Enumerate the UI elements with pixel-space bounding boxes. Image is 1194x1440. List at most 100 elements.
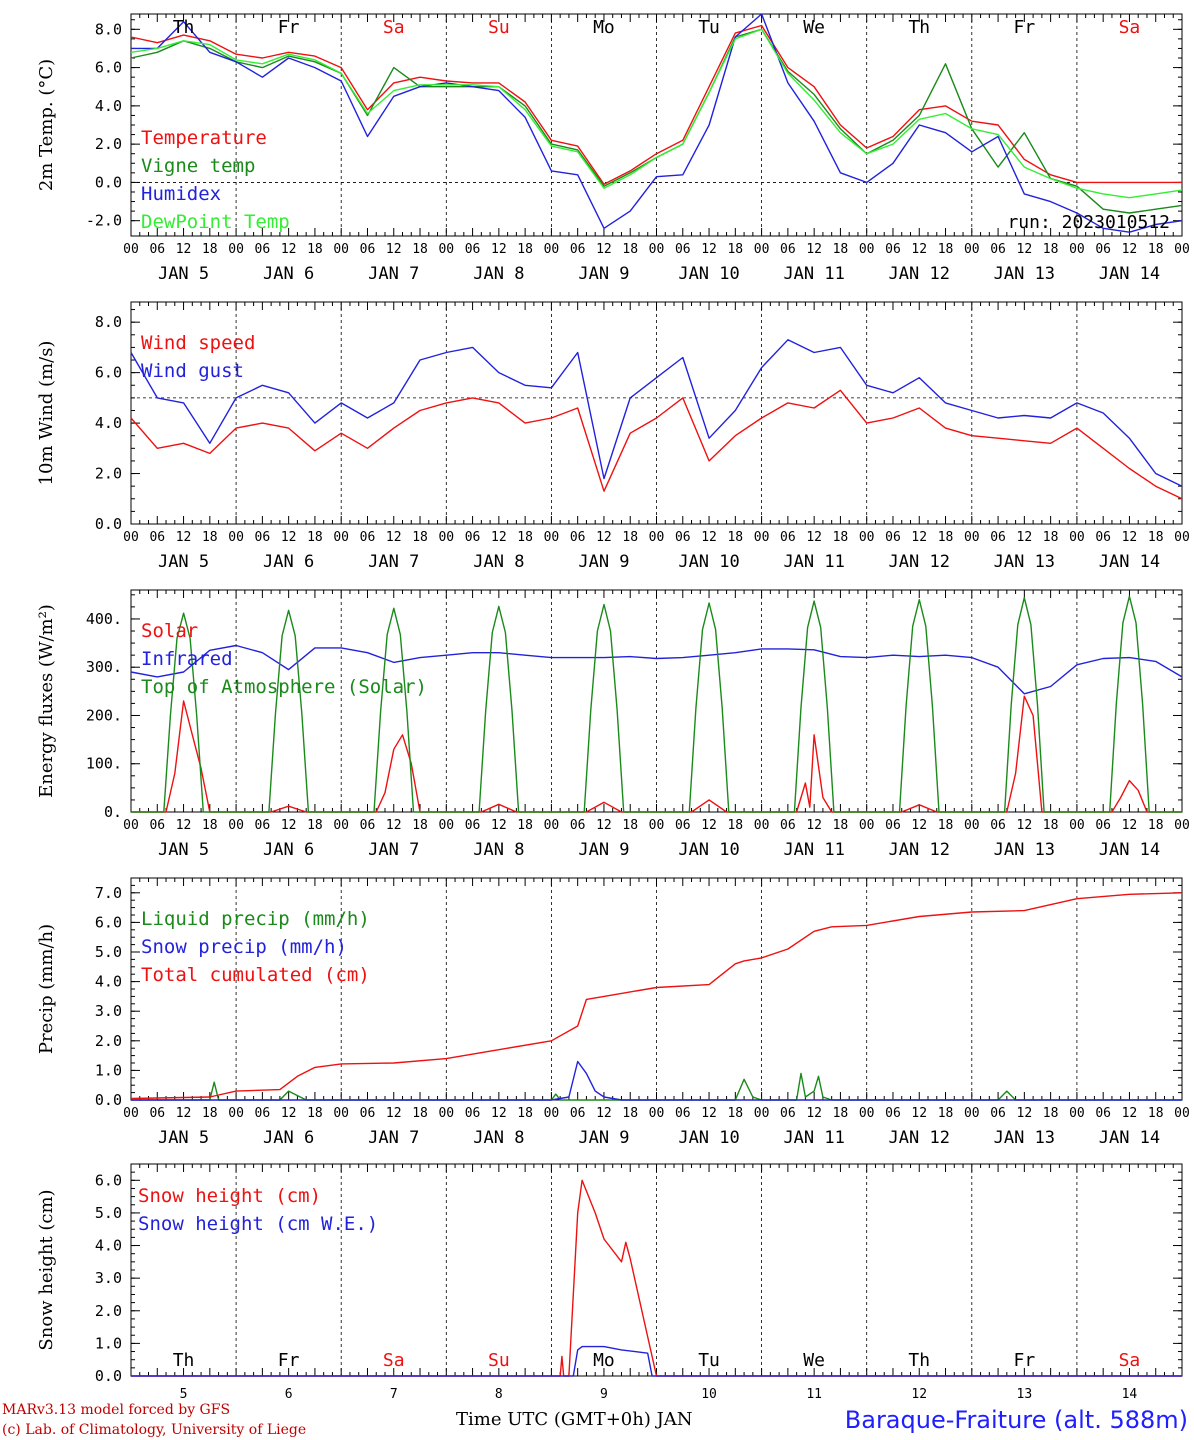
hour-tick-label: 12 <box>701 242 717 257</box>
date-label: JAN 5 <box>158 264 209 284</box>
date-label: JAN 12 <box>889 840 950 860</box>
hour-tick-label: 18 <box>727 530 743 545</box>
y-tick-label: 4.0 <box>95 97 122 115</box>
y-tick-label: 1.0 <box>95 1061 122 1079</box>
hour-tick-label: 18 <box>938 530 954 545</box>
day-abbr-label: Fr <box>1014 17 1036 38</box>
date-label: JAN 6 <box>263 264 314 284</box>
hour-tick-label: 12 <box>911 1106 927 1121</box>
time-axis-label: Time UTC (GMT+0h) JAN <box>456 1409 693 1430</box>
hour-tick-label: 18 <box>938 1106 954 1121</box>
y-axis-title: Energy fluxes (W/m²) <box>36 604 57 798</box>
hour-tick-label: 12 <box>281 818 297 833</box>
day-number-label: 12 <box>911 1387 927 1402</box>
y-tick-label: 0.0 <box>95 1367 122 1385</box>
hour-tick-label: 06 <box>780 242 796 257</box>
day-abbr-label: Th <box>173 17 195 38</box>
series-line-red <box>130 24 1182 186</box>
hour-tick-label: 18 <box>307 818 323 833</box>
day-abbr-label: Th <box>173 1350 195 1371</box>
hour-tick-label: 18 <box>202 818 218 833</box>
y-tick-label: 0.0 <box>95 1091 122 1109</box>
y-tick-label: 8.0 <box>95 313 122 331</box>
hour-tick-label: 12 <box>386 1106 402 1121</box>
series-line-green <box>131 595 1182 813</box>
y-axis-title: Precip (mm/h) <box>36 924 57 1054</box>
hour-tick-label: 06 <box>149 1106 165 1121</box>
date-label: JAN 6 <box>263 552 314 572</box>
hour-tick-label: 00 <box>438 1106 454 1121</box>
hour-tick-label: 00 <box>544 1106 560 1121</box>
hour-tick-label: 06 <box>675 530 691 545</box>
hour-tick-label: 12 <box>386 242 402 257</box>
hour-tick-label: 18 <box>517 530 533 545</box>
hour-tick-label: 00 <box>754 1106 770 1121</box>
date-label: JAN 12 <box>889 1128 950 1148</box>
day-abbr-label: Sa <box>1119 17 1141 38</box>
hour-tick-label: 06 <box>1095 530 1111 545</box>
hour-tick-label: 12 <box>806 242 822 257</box>
hour-tick-label: 12 <box>281 1106 297 1121</box>
hour-tick-label: 18 <box>412 818 428 833</box>
y-tick-label: 6.0 <box>95 913 122 931</box>
hour-tick-label: 06 <box>255 242 271 257</box>
legend-entry: Top of Atmosphere (Solar) <box>141 676 427 698</box>
hour-tick-label: 00 <box>123 1106 139 1121</box>
hour-tick-label: 12 <box>806 1106 822 1121</box>
legend-entry: Infrared <box>141 648 233 670</box>
date-label: JAN 7 <box>368 264 419 284</box>
hour-tick-label: 00 <box>859 530 875 545</box>
date-label: JAN 13 <box>994 264 1055 284</box>
hour-tick-label: 06 <box>780 818 796 833</box>
day-abbr-label: Fr <box>278 1350 300 1371</box>
date-label: JAN 7 <box>368 1128 419 1148</box>
y-tick-label: 8.0 <box>95 20 122 38</box>
date-label: JAN 5 <box>158 1128 209 1148</box>
hour-tick-label: 18 <box>1043 1106 1059 1121</box>
hour-tick-label: 12 <box>596 818 612 833</box>
series-line-red <box>131 1179 1182 1377</box>
hour-tick-label: 06 <box>675 818 691 833</box>
y-tick-label: 400. <box>86 610 122 628</box>
hour-tick-label: 12 <box>176 530 192 545</box>
y-tick-label: -2.0 <box>86 212 122 230</box>
hour-tick-label: 00 <box>544 242 560 257</box>
date-label: JAN 7 <box>368 840 419 860</box>
hour-tick-label: 18 <box>202 1106 218 1121</box>
date-label: JAN 12 <box>889 552 950 572</box>
hour-tick-label: 00 <box>1069 1106 1085 1121</box>
date-label: JAN 8 <box>473 1128 524 1148</box>
hour-tick-label: 06 <box>780 530 796 545</box>
series-line-blue <box>130 339 1183 487</box>
series-line-red <box>130 389 1183 500</box>
hour-tick-label: 18 <box>1148 242 1164 257</box>
hour-tick-label: 00 <box>228 818 244 833</box>
model-credit: MARv3.13 model forced by GFS <box>2 1402 230 1418</box>
legend-entry: Total cumulated (cm) <box>141 964 370 986</box>
day-number-label: 5 <box>180 1387 188 1402</box>
hour-tick-label: 00 <box>438 818 454 833</box>
hour-tick-label: 06 <box>255 530 271 545</box>
day-number-label: 14 <box>1122 1387 1138 1402</box>
hour-tick-label: 12 <box>596 530 612 545</box>
day-abbr-label: We <box>803 17 825 38</box>
hour-tick-label: 12 <box>176 242 192 257</box>
date-label: JAN 5 <box>158 840 209 860</box>
hour-tick-label: 12 <box>1122 818 1138 833</box>
date-label: JAN 5 <box>158 552 209 572</box>
hour-tick-label: 12 <box>701 1106 717 1121</box>
hour-tick-label: 18 <box>517 818 533 833</box>
hour-tick-label: 18 <box>1043 242 1059 257</box>
hour-tick-label: 12 <box>806 530 822 545</box>
hour-tick-label: 00 <box>228 242 244 257</box>
hour-tick-label: 00 <box>649 818 665 833</box>
hour-tick-label: 06 <box>1095 1106 1111 1121</box>
hour-tick-label: 06 <box>255 818 271 833</box>
date-label: JAN 14 <box>1099 1128 1160 1148</box>
hour-tick-label: 12 <box>701 530 717 545</box>
hour-tick-label: 18 <box>1148 1106 1164 1121</box>
date-label: JAN 6 <box>263 1128 314 1148</box>
date-label: JAN 14 <box>1099 264 1160 284</box>
hour-tick-label: 00 <box>1069 530 1085 545</box>
date-label: JAN 11 <box>783 552 844 572</box>
